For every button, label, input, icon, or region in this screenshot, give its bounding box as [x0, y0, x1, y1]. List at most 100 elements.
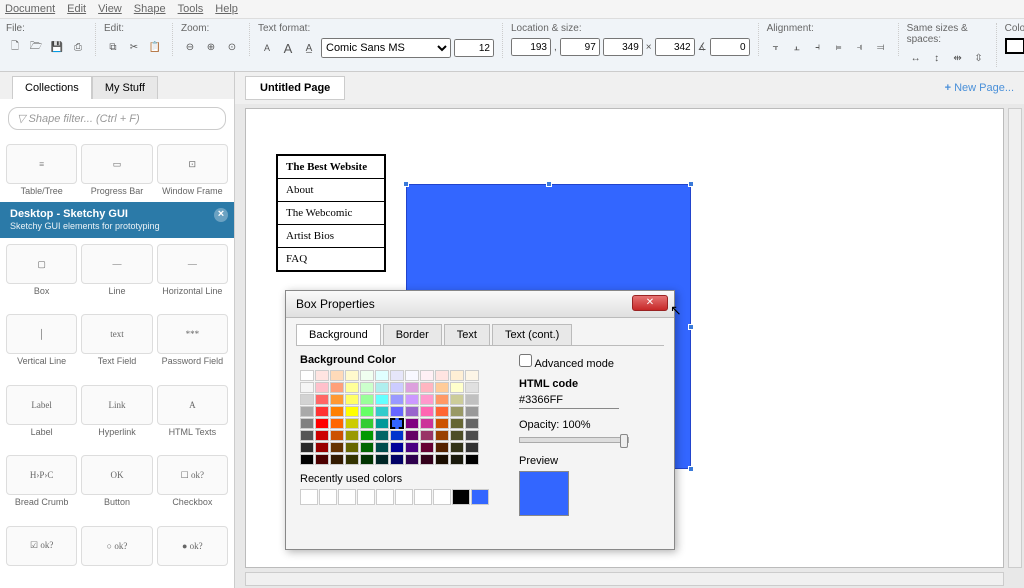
color-cell[interactable]	[315, 406, 329, 417]
color-cell[interactable]	[330, 454, 344, 465]
website-nav[interactable]: The Best WebsiteAboutThe WebcomicArtist …	[276, 154, 386, 272]
align-center-icon[interactable]: ⫠	[788, 38, 806, 56]
color-cell[interactable]	[405, 370, 419, 381]
color-cell[interactable]	[420, 430, 434, 441]
color-cell[interactable]	[300, 418, 314, 429]
color-cell[interactable]	[360, 442, 374, 453]
copy-icon[interactable]: ⧉	[104, 38, 122, 56]
shape-item[interactable]: ☑ ok?	[6, 526, 77, 582]
color-cell[interactable]	[300, 430, 314, 441]
color-cell[interactable]	[465, 454, 479, 465]
zoom-in-icon[interactable]: ⊕	[202, 38, 220, 56]
dlg-tab-border[interactable]: Border	[383, 324, 442, 345]
color-cell[interactable]	[435, 442, 449, 453]
advanced-checkbox[interactable]: Advanced mode	[519, 354, 629, 370]
recent-color[interactable]	[471, 489, 489, 505]
color-cell[interactable]	[420, 382, 434, 393]
html-code-value[interactable]: #3366FF	[519, 392, 619, 409]
tab-mystuff[interactable]: My Stuff	[92, 76, 158, 99]
menu-edit[interactable]: Edit	[67, 3, 86, 15]
color-swatch[interactable]	[1005, 38, 1024, 54]
recent-color[interactable]	[357, 489, 375, 505]
color-cell[interactable]	[300, 382, 314, 393]
color-cell[interactable]	[345, 394, 359, 405]
color-cell[interactable]	[465, 394, 479, 405]
color-cell[interactable]	[405, 382, 419, 393]
shape-vertical-line[interactable]: │Vertical Line	[6, 314, 77, 380]
align-right-icon[interactable]: ⫞	[809, 38, 827, 56]
dlg-tab-text-cont-[interactable]: Text (cont.)	[492, 324, 572, 345]
horizontal-scrollbar[interactable]	[245, 572, 1004, 586]
color-cell[interactable]	[450, 370, 464, 381]
color-cell[interactable]	[315, 394, 329, 405]
recent-color[interactable]	[300, 489, 318, 505]
color-cell[interactable]	[330, 382, 344, 393]
recent-color[interactable]	[338, 489, 356, 505]
shape-label[interactable]: LabelLabel	[6, 385, 77, 451]
page-tab[interactable]: Untitled Page	[245, 76, 345, 100]
category-header[interactable]: Desktop - Sketchy GUI Sketchy GUI elemen…	[0, 202, 234, 238]
dlg-tab-background[interactable]: Background	[296, 324, 381, 345]
color-cell[interactable]	[315, 370, 329, 381]
color-cell[interactable]	[345, 430, 359, 441]
shape-bread-crumb[interactable]: H›P›CBread Crumb	[6, 455, 77, 521]
shape-password-field[interactable]: ***Password Field	[157, 314, 228, 380]
color-cell[interactable]	[450, 454, 464, 465]
color-cell[interactable]	[450, 406, 464, 417]
y-input[interactable]	[560, 38, 600, 56]
nav-item[interactable]: FAQ	[278, 248, 384, 270]
color-cell[interactable]	[345, 442, 359, 453]
recent-color[interactable]	[319, 489, 337, 505]
color-cell[interactable]	[390, 394, 404, 405]
color-cell[interactable]	[435, 454, 449, 465]
color-cell[interactable]	[300, 370, 314, 381]
color-cell[interactable]	[450, 442, 464, 453]
shape-hyperlink[interactable]: LinkHyperlink	[81, 385, 152, 451]
color-cell[interactable]	[450, 394, 464, 405]
color-cell[interactable]	[465, 406, 479, 417]
color-cell[interactable]	[375, 430, 389, 441]
save-icon[interactable]: 💾	[48, 38, 66, 56]
color-cell[interactable]	[405, 430, 419, 441]
color-cell[interactable]	[330, 370, 344, 381]
shape-item[interactable]: ● ok?	[157, 526, 228, 582]
color-cell[interactable]	[390, 406, 404, 417]
color-cell[interactable]	[405, 454, 419, 465]
color-cell[interactable]	[450, 418, 464, 429]
color-cell[interactable]	[360, 406, 374, 417]
shape-text-field[interactable]: textText Field	[81, 314, 152, 380]
color-cell[interactable]	[435, 418, 449, 429]
color-cell[interactable]	[390, 454, 404, 465]
font-size-input[interactable]	[454, 39, 494, 57]
align-mid-icon[interactable]: ⫣	[851, 38, 869, 56]
color-cell[interactable]	[420, 454, 434, 465]
font-bigger-icon[interactable]: A	[279, 39, 297, 57]
zoom-out-icon[interactable]: ⊖	[181, 38, 199, 56]
color-cell[interactable]	[375, 382, 389, 393]
color-cell[interactable]	[420, 394, 434, 405]
tab-collections[interactable]: Collections	[12, 76, 92, 99]
color-cell[interactable]	[405, 406, 419, 417]
x-input[interactable]	[511, 38, 551, 56]
new-page-button[interactable]: New Page...	[945, 82, 1014, 94]
color-cell[interactable]	[420, 370, 434, 381]
vertical-scrollbar[interactable]	[1008, 108, 1022, 568]
color-cell[interactable]	[465, 442, 479, 453]
color-cell[interactable]	[330, 394, 344, 405]
color-cell[interactable]	[315, 454, 329, 465]
shape-html-texts[interactable]: AHTML Texts	[157, 385, 228, 451]
color-cell[interactable]	[390, 430, 404, 441]
w-input[interactable]	[603, 38, 643, 56]
color-cell[interactable]	[390, 382, 404, 393]
color-cell[interactable]	[405, 442, 419, 453]
recent-color[interactable]	[414, 489, 432, 505]
color-cell[interactable]	[465, 418, 479, 429]
nav-item[interactable]: Artist Bios	[278, 225, 384, 248]
color-cell[interactable]	[375, 442, 389, 453]
color-cell[interactable]	[375, 418, 389, 429]
color-cell[interactable]	[345, 454, 359, 465]
color-cell[interactable]	[435, 370, 449, 381]
close-category-icon[interactable]: ×	[214, 208, 228, 222]
color-cell[interactable]	[390, 370, 404, 381]
color-cell[interactable]	[315, 430, 329, 441]
